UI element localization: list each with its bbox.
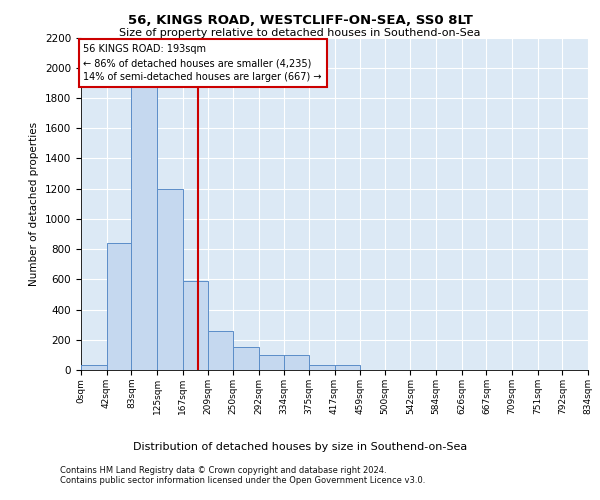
Bar xyxy=(309,366,335,370)
Bar xyxy=(131,88,157,370)
Bar xyxy=(208,330,233,370)
Bar xyxy=(81,366,107,370)
Text: Size of property relative to detached houses in Southend-on-Sea: Size of property relative to detached ho… xyxy=(119,28,481,38)
Bar xyxy=(157,188,182,370)
Y-axis label: Number of detached properties: Number of detached properties xyxy=(29,122,40,286)
Bar xyxy=(259,355,284,370)
Bar xyxy=(335,366,360,370)
Text: Distribution of detached houses by size in Southend-on-Sea: Distribution of detached houses by size … xyxy=(133,442,467,452)
Bar xyxy=(233,348,259,370)
Text: 56, KINGS ROAD, WESTCLIFF-ON-SEA, SS0 8LT: 56, KINGS ROAD, WESTCLIFF-ON-SEA, SS0 8L… xyxy=(128,14,472,27)
Text: Contains HM Land Registry data © Crown copyright and database right 2024.
Contai: Contains HM Land Registry data © Crown c… xyxy=(60,466,425,485)
Bar xyxy=(182,281,208,370)
Bar xyxy=(107,243,131,370)
Text: 56 KINGS ROAD: 193sqm
← 86% of detached houses are smaller (4,235)
14% of semi-d: 56 KINGS ROAD: 193sqm ← 86% of detached … xyxy=(83,44,322,82)
Bar xyxy=(284,355,309,370)
